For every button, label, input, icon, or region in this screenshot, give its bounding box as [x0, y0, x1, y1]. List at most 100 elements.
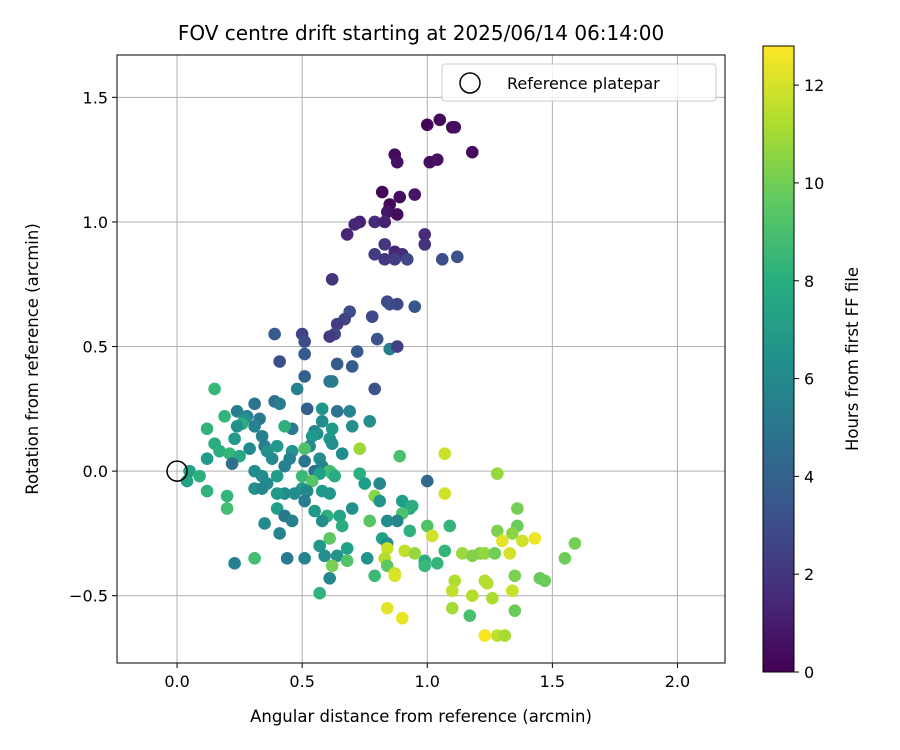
- data-point: [298, 335, 311, 348]
- y-tick-label: 0.0: [83, 462, 108, 481]
- data-point: [418, 228, 432, 241]
- data-point: [373, 477, 387, 490]
- data-point: [220, 502, 234, 515]
- colorbar-label: Hours from first FF file: [843, 267, 862, 451]
- x-axis-label: Angular distance from reference (arcmin): [250, 707, 592, 726]
- data-point: [325, 272, 339, 286]
- data-point: [568, 537, 582, 550]
- data-point: [325, 375, 339, 388]
- x-tick-label: 0.0: [164, 672, 189, 691]
- data-point: [368, 382, 382, 396]
- x-tick-label: 2.0: [665, 672, 690, 691]
- data-point: [345, 419, 359, 433]
- data-point: [248, 419, 261, 433]
- data-point: [388, 253, 402, 266]
- data-point: [380, 205, 394, 219]
- data-point: [443, 519, 457, 533]
- data-point: [370, 332, 384, 346]
- data-point: [270, 439, 284, 453]
- data-point: [463, 609, 477, 622]
- data-point: [288, 487, 301, 500]
- data-point: [330, 549, 344, 563]
- data-point: [305, 429, 319, 443]
- data-point: [491, 524, 504, 538]
- data-point: [368, 215, 382, 229]
- data-point: [445, 584, 459, 598]
- data-point: [380, 542, 394, 555]
- data-point: [295, 469, 309, 483]
- data-point: [313, 586, 326, 600]
- chart-title: FOV centre drift starting at 2025/06/14 …: [178, 21, 664, 45]
- data-point: [300, 484, 314, 498]
- data-point: [208, 382, 221, 396]
- data-point: [395, 611, 409, 625]
- data-point: [340, 228, 354, 241]
- data-point: [478, 547, 492, 560]
- data-point: [435, 253, 449, 266]
- data-point: [403, 524, 417, 538]
- data-point: [255, 429, 269, 443]
- data-point: [358, 477, 372, 490]
- data-point: [393, 449, 407, 463]
- data-point: [345, 502, 359, 515]
- data-point: [325, 422, 339, 436]
- data-point: [438, 447, 452, 460]
- colorbar-tick-label: 12: [804, 76, 824, 95]
- data-point: [285, 514, 299, 528]
- data-point: [268, 327, 281, 341]
- data-point: [420, 474, 434, 488]
- data-point: [378, 253, 392, 266]
- data-point: [273, 397, 286, 411]
- data-point: [270, 487, 284, 500]
- y-tick-label: −0.5: [69, 587, 108, 606]
- data-point: [465, 589, 479, 603]
- data-point: [305, 474, 319, 488]
- data-point: [230, 419, 244, 433]
- data-point: [318, 549, 331, 563]
- data-point: [315, 402, 329, 416]
- data-point: [511, 502, 524, 515]
- data-point: [218, 410, 231, 423]
- reference-platepar-marker: [166, 460, 188, 482]
- data-point: [481, 576, 494, 590]
- legend: Reference platepar: [441, 63, 717, 102]
- data-point: [363, 514, 377, 528]
- data-point: [248, 552, 261, 565]
- data-point: [390, 340, 404, 353]
- data-point: [365, 310, 379, 323]
- y-tick-label: 1.5: [83, 88, 108, 107]
- data-point: [508, 604, 522, 617]
- data-point: [455, 547, 469, 560]
- data-point: [330, 357, 344, 371]
- data-point: [273, 355, 286, 368]
- data-point: [278, 459, 291, 473]
- data-point: [228, 432, 241, 446]
- data-points: [180, 113, 582, 642]
- data-point: [298, 552, 311, 565]
- data-point: [380, 514, 394, 528]
- data-point: [433, 113, 447, 127]
- data-point: [390, 155, 404, 169]
- data-point: [380, 601, 394, 615]
- data-point: [315, 414, 329, 428]
- data-point: [273, 527, 286, 540]
- data-point: [360, 552, 374, 565]
- plot-area: [117, 55, 725, 663]
- data-point: [330, 405, 344, 418]
- legend-box: [441, 63, 717, 102]
- data-point: [465, 145, 479, 159]
- data-point: [390, 297, 404, 311]
- data-point: [375, 185, 389, 199]
- data-point: [248, 397, 261, 411]
- data-point: [258, 517, 271, 530]
- data-point: [445, 601, 459, 615]
- data-point: [340, 554, 354, 568]
- data-point: [388, 569, 402, 583]
- data-point: [486, 591, 499, 605]
- x-tick-label: 1.0: [415, 672, 440, 691]
- data-point: [363, 414, 377, 428]
- data-point: [448, 574, 462, 588]
- data-point: [335, 519, 349, 533]
- data-point: [298, 370, 311, 383]
